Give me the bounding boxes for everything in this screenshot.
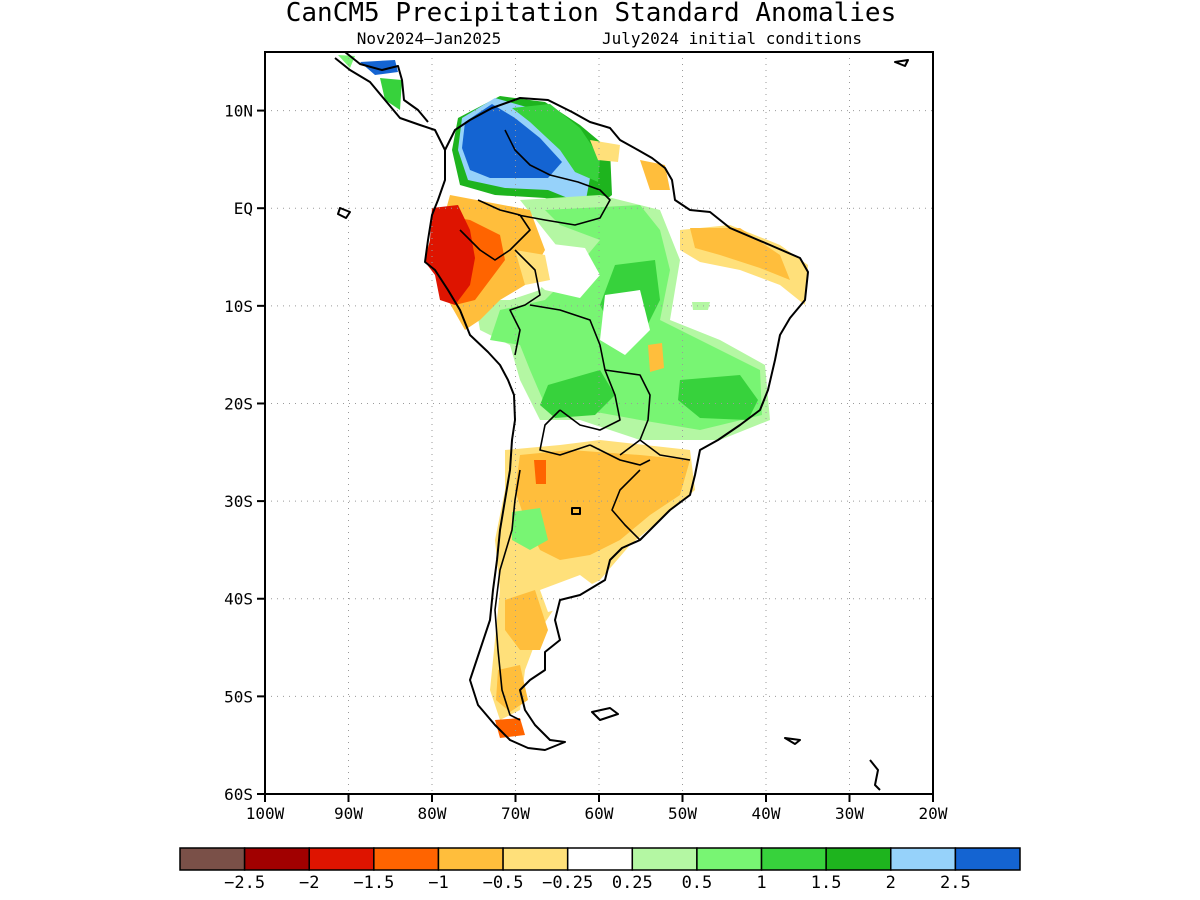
colorbar-label: −0.5 — [483, 873, 524, 893]
lon-tick-label: 60W — [585, 804, 614, 823]
anomaly-region-very-wet-north — [462, 104, 562, 178]
lat-tick-label: EQ — [234, 199, 253, 218]
map-area — [265, 52, 933, 794]
colorbar-swatch — [502, 847, 569, 871]
lon-tick-label: 70W — [501, 804, 530, 823]
precipitation-anomaly-shading — [338, 55, 808, 738]
south-america-islands — [337, 59, 909, 791]
lon-tick-label: 50W — [668, 804, 697, 823]
colorbar-label: 2.5 — [940, 873, 971, 893]
colorbar-swatch — [696, 847, 763, 871]
lon-tick-label: 80W — [418, 804, 447, 823]
longitude-axis: 100W 90W 80W 70W 60W 50W 40W 30W 20W — [246, 794, 948, 823]
lat-tick-label: 60S — [224, 785, 253, 804]
colorbar-swatch — [825, 847, 892, 871]
map-grid — [265, 52, 933, 794]
colorbar-swatch — [373, 847, 440, 871]
colorbar-label: 2 — [886, 873, 896, 893]
colorbar-swatch — [437, 847, 504, 871]
colorbar-swatch — [954, 847, 1021, 871]
colorbar-label: −1.5 — [353, 873, 394, 893]
colorbar-label: 1 — [756, 873, 766, 893]
latitude-axis: 10N EQ 10S 20S 30S 40S 50S 60S — [224, 102, 265, 804]
central-america-coastline — [334, 52, 446, 151]
colorbar-swatch — [631, 847, 698, 871]
colorbar-swatch — [566, 847, 634, 871]
colorbar-swatch — [760, 847, 827, 871]
colorbar-label: 0.5 — [682, 873, 713, 893]
lat-tick-label: 30S — [224, 492, 253, 511]
lon-tick-label: 30W — [835, 804, 864, 823]
colorbar-label: −2.5 — [224, 873, 265, 893]
lat-tick-label: 10S — [224, 297, 253, 316]
lat-tick-label: 20S — [224, 394, 253, 413]
colorbar-label: −0.25 — [542, 873, 593, 893]
colorbar-label: −1 — [428, 873, 448, 893]
colorbar: −2.5 −2 −1.5 −1 −0.5 −0.25 0.25 0.5 1 1.5 2 2.5 — [179, 847, 1021, 893]
lat-tick-label: 50S — [224, 687, 253, 706]
colorbar-swatch — [890, 847, 957, 871]
colorbar-swatch — [243, 847, 310, 871]
colorbar-label: 0.25 — [612, 873, 653, 893]
colorbar-swatch — [308, 847, 375, 871]
map-title: CanCM5 Precipitation Standard Anomalies — [286, 0, 896, 28]
lon-tick-label: 100W — [246, 804, 285, 823]
lon-tick-label: 90W — [334, 804, 363, 823]
south-america-coastline — [424, 97, 809, 751]
forecast-period: Nov2024–Jan2025 — [357, 29, 502, 48]
lat-tick-label: 10N — [224, 102, 253, 121]
lon-tick-label: 20W — [919, 804, 948, 823]
lon-tick-label: 40W — [752, 804, 781, 823]
initial-conditions-label: July2024 initial conditions — [602, 29, 862, 48]
colorbar-label: 1.5 — [811, 873, 842, 893]
anomaly-region-green-venezuela — [512, 104, 600, 182]
colorbar-swatch — [179, 847, 246, 871]
colorbar-label: −2 — [299, 873, 319, 893]
lat-tick-label: 40S — [224, 590, 253, 609]
continent-outline — [334, 52, 909, 791]
country-borders — [459, 129, 691, 721]
